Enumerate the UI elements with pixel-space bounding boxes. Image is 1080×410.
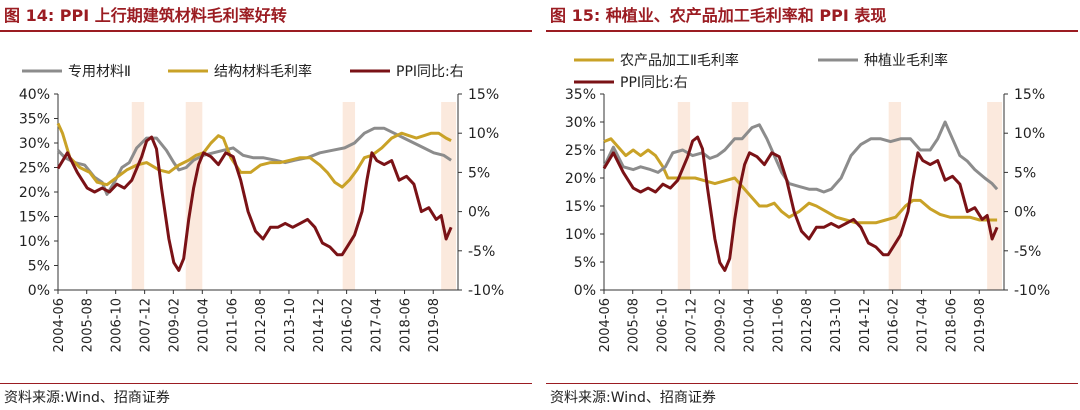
figure-15-panel: 图 15: 种植业、农产品加工毛利率和 PPI 表现 0% 5% 10% 15% 20%… [546,0,1078,410]
right-tick-label: -5% [1014,244,1041,260]
chart-14: 0% 5% 10% 15% 20% 25% 30% 35% 40% -10% -5% 0% 5% 10% 1… [19,63,504,352]
x-tick-label: 2018-06 [399,298,414,352]
x-tick-label: 2019-08 [973,298,988,352]
source-note: 资料来源:Wind、招商证券 [4,390,170,406]
x-tick-label: 2013-10 [283,298,298,352]
x-tick-label: 2010-04 [742,298,757,352]
right-tick-label: 10% [1014,126,1045,142]
x-tick-label: 2009-02 [167,298,182,352]
source-divider [0,383,532,384]
series-line [56,126,452,196]
x-tick-label: 2004-06 [52,298,67,352]
shaded-period [441,102,457,290]
right-tick-label: 15% [1014,87,1045,103]
x-tick-label: 2005-08 [81,298,96,352]
x-tick-label: 2004-06 [598,298,613,352]
figure-title: 图 15: 种植业、农产品加工毛利率和 PPI 表现 [550,6,887,25]
legend-label: 农产品加工Ⅱ毛利率 [620,52,739,69]
shaded-period [185,102,203,290]
x-tick-label: 2005-08 [627,298,642,352]
source-divider [546,383,1078,384]
left-tick-label: 30% [565,115,596,131]
series-line [603,137,998,225]
right-tick-label: 0% [1014,205,1036,221]
legend-label: PPI同比:右 [396,64,464,80]
x-tick-label: 2019-08 [427,298,442,352]
title-divider [0,30,532,32]
x-tick-label: 2016-02 [341,298,356,352]
x-tick-label: 2011-06 [225,298,240,352]
x-tick-label: 2006-10 [656,298,671,352]
right-tick-label: -5% [468,244,495,260]
left-tick-label: 35% [19,112,50,128]
shaded-period [731,102,749,290]
left-tick-label: 30% [19,136,50,152]
x-tick-label: 2013-10 [829,298,844,352]
left-tick-label: 15% [19,210,50,226]
left-tick-label: 20% [19,185,50,201]
x-tick-label: 2010-04 [196,298,211,352]
series-line [602,120,999,194]
left-tick-label: 40% [19,87,50,103]
left-tick-label: 0% [28,283,50,299]
left-tick-label: 10% [19,234,50,250]
x-tick-label: 2014-12 [858,298,873,352]
legend-label: 种植业毛利率 [864,52,948,69]
x-tick-label: 2012-08 [254,298,269,352]
x-tick-label: 2017-04 [370,298,385,352]
left-tick-label: 20% [565,171,596,187]
right-tick-label: 10% [468,126,499,142]
left-tick-label: 10% [565,227,596,243]
shaded-period [342,102,356,290]
legend-label: PPI同比:右 [620,75,688,91]
figure-14-panel: 图 14: PPI 上行期建筑材料毛利率好转 0% 5% 10% 15% 20% 25% 3… [0,0,532,410]
x-tick-label: 2014-12 [312,298,327,352]
left-tick-label: 15% [565,199,596,215]
right-tick-label: 5% [468,165,490,181]
left-tick-label: 5% [574,255,596,271]
left-tick-label: 5% [28,259,50,275]
right-tick-label: -10% [468,283,504,299]
right-tick-label: -10% [1014,283,1050,299]
title-divider [546,30,1078,32]
x-tick-label: 2009-02 [713,298,728,352]
x-tick-label: 2012-08 [800,298,815,352]
x-tick-label: 2018-06 [945,298,960,352]
series-line [56,122,452,189]
x-tick-label: 2016-02 [887,298,902,352]
right-tick-label: 0% [468,205,490,221]
figure-title: 图 14: PPI 上行期建筑材料毛利率好转 [4,6,287,25]
x-tick-label: 2007-12 [685,298,700,352]
series-line [602,135,999,272]
x-tick-label: 2006-10 [110,298,125,352]
left-tick-label: 0% [574,283,596,299]
x-tick-label: 2011-06 [771,298,786,352]
left-tick-label: 25% [19,161,50,177]
shaded-period [131,102,145,290]
legend-label: 结构材料毛利率 [214,63,312,80]
x-tick-label: 2007-12 [139,298,154,352]
right-tick-label: 5% [1014,165,1036,181]
left-tick-label: 35% [565,87,596,103]
left-tick-label: 25% [565,143,596,159]
shaded-period [888,102,902,290]
x-tick-label: 2017-04 [916,298,931,352]
source-note: 资料来源:Wind、招商证券 [550,390,716,406]
shaded-period [677,102,691,290]
shaded-period [987,102,1003,290]
legend-label: 专用材料Ⅱ [68,64,131,80]
right-tick-label: 15% [468,87,499,103]
chart-15: 0% 5% 10% 15% 20% 25% 30% 35% -10% -5% 0% 5% 10% 15% 2… [565,52,1050,352]
series-line [56,135,453,272]
